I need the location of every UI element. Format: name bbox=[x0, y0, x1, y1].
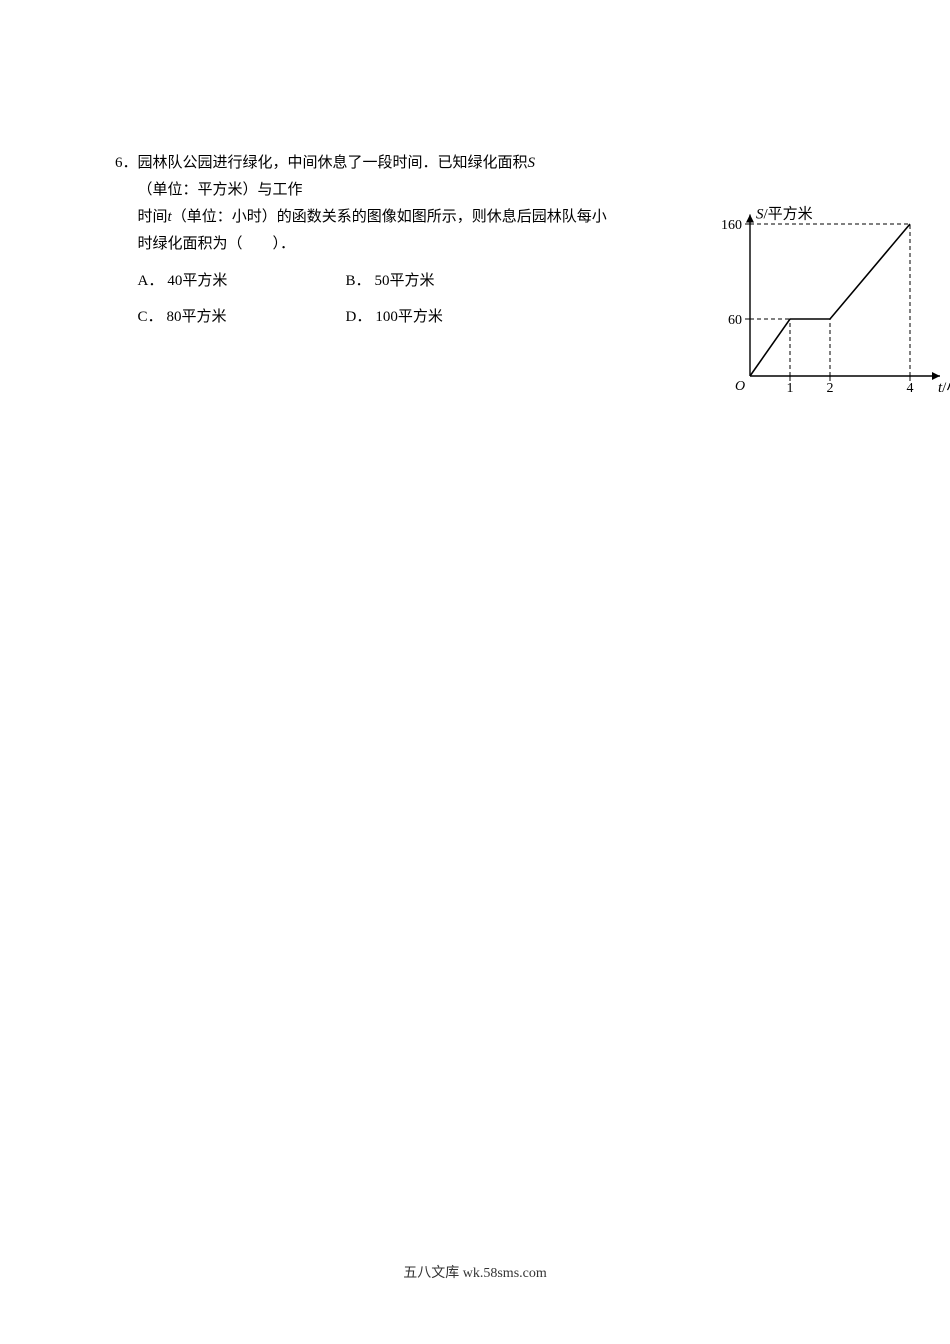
svg-text:4: 4 bbox=[907, 381, 914, 396]
svg-text:t/小时: t/小时 bbox=[938, 379, 950, 396]
option-a-val: 40 bbox=[167, 266, 182, 296]
option-a-key: A． bbox=[138, 266, 164, 296]
svg-text:2: 2 bbox=[827, 381, 834, 396]
option-c-val: 80 bbox=[167, 302, 182, 332]
option-d-val: 100 bbox=[375, 302, 398, 332]
chart: 1 2 4 60 160 O S/平方米 t/小时 bbox=[710, 186, 950, 406]
option-b-key: B． bbox=[346, 266, 371, 296]
option-b-unit: 平方米 bbox=[390, 266, 435, 296]
option-d[interactable]: D． 100 平方米 bbox=[346, 302, 506, 332]
svg-text:O: O bbox=[735, 379, 745, 394]
option-d-unit: 平方米 bbox=[398, 302, 443, 332]
stem-text-5: 时绿化面积为（ ）． bbox=[138, 231, 296, 258]
stem-text-2: （单位：平方米）与工作 bbox=[138, 177, 303, 204]
stem-line-1: 园林队公园进行绿化，中间休息了一段时间．已知绿化面积 S （单位：平方米）与工作 bbox=[138, 150, 698, 204]
option-a[interactable]: A． 40 平方米 bbox=[138, 266, 298, 296]
stem-text-1: 园林队公园进行绿化，中间休息了一段时间．已知绿化面积 bbox=[138, 150, 528, 177]
stem-text-4: （单位：小时）的函数关系的图像如图所示，则休息后园林队每小 bbox=[172, 204, 607, 231]
option-b[interactable]: B． 50 平方米 bbox=[346, 266, 506, 296]
option-c-key: C． bbox=[138, 302, 163, 332]
svg-text:S/平方米: S/平方米 bbox=[756, 206, 813, 223]
question-number: 6． bbox=[115, 150, 138, 177]
stem-text-3: 时间 bbox=[138, 204, 168, 231]
option-b-val: 50 bbox=[375, 266, 390, 296]
svg-text:1: 1 bbox=[787, 381, 794, 396]
option-c-unit: 平方米 bbox=[182, 302, 227, 332]
var-s: S bbox=[528, 150, 536, 177]
stem-line-2: 时间 t （单位：小时）的函数关系的图像如图所示，则休息后园林队每小 bbox=[138, 204, 678, 231]
option-d-key: D． bbox=[346, 302, 372, 332]
page: 6． 园林队公园进行绿化，中间休息了一段时间．已知绿化面积 S （单位：平方米）… bbox=[0, 0, 950, 1344]
option-a-unit: 平方米 bbox=[182, 266, 227, 296]
option-c[interactable]: C． 80 平方米 bbox=[138, 302, 298, 332]
svg-text:160: 160 bbox=[721, 218, 742, 233]
chart-svg: 1 2 4 60 160 O S/平方米 t/小时 bbox=[710, 186, 950, 406]
footer-text: 五八文库 wk.58sms.com bbox=[0, 1262, 950, 1282]
svg-text:60: 60 bbox=[728, 313, 742, 328]
stem-line-3: 时绿化面积为（ ）． bbox=[138, 231, 678, 258]
